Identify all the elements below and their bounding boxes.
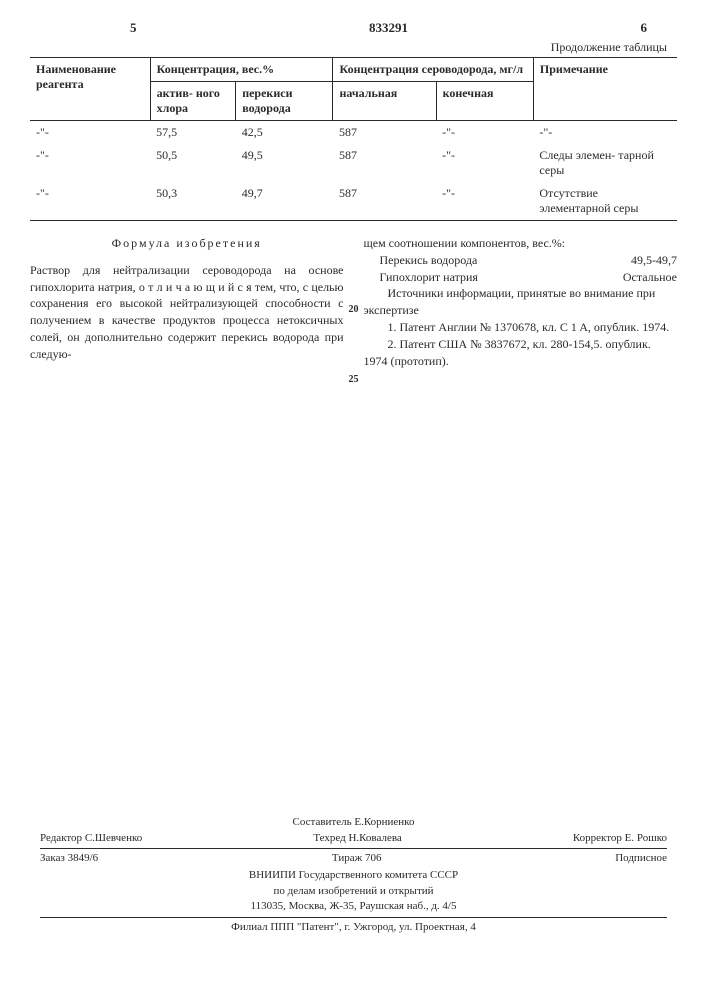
th-h2s: Концентрация сероводорода, мг/л	[333, 58, 533, 82]
doc-number: 833291	[369, 20, 408, 36]
comp2-name: Гипохлорит натрия	[364, 269, 478, 286]
right-column: щем соотношении компонентов, вес.%: Пере…	[364, 235, 678, 369]
address-line: 113035, Москва, Ж-35, Раушская наб., д. …	[40, 899, 667, 917]
ref2: 2. Патент США № 3837672, кл. 280-154,5. …	[364, 336, 678, 370]
corrector-name: Е. Рошко	[625, 832, 667, 844]
cell-note: Отсутствие элементарной серы	[533, 182, 677, 221]
org-line-1: ВНИИПИ Государственного комитета СССР	[40, 868, 667, 883]
comp1-val: 49,5-49,7	[631, 252, 677, 269]
table-continuation: Продолжение таблицы	[30, 40, 677, 55]
formula-title: Формула изобретения	[30, 235, 344, 252]
comp1-name: Перекись водорода	[364, 252, 478, 269]
composer-line: Составитель Е.Корниенко	[40, 815, 667, 830]
cell-note: Следы элемен- тарной серы	[533, 144, 677, 182]
cell-cl: 57,5	[150, 121, 236, 145]
tirage-block: Тираж 706	[332, 851, 382, 866]
order-value: 3849/6	[68, 852, 99, 864]
table-row: -"- 57,5 42,5 587 -"- -"-	[30, 121, 677, 145]
line-marker-20: 20	[349, 303, 359, 317]
col-num-left: 5	[130, 20, 137, 36]
cell-fin: -"-	[436, 121, 533, 145]
order-block: Заказ 3849/6	[40, 851, 98, 866]
footer: Составитель Е.Корниенко Редактор С.Шевче…	[0, 815, 707, 935]
sources-title: Источники информации, принятые во вниман…	[364, 285, 678, 319]
order-line: Заказ 3849/6 Тираж 706 Подписное	[40, 851, 667, 866]
th-conc: Концентрация, вес.%	[150, 58, 333, 82]
ref1: 1. Патент Англии № 1370678, кл. C 1 A, о…	[364, 319, 678, 336]
th-reagent: Наименование реагента	[30, 58, 150, 121]
component-row: Гипохлорит натрия Остальное	[364, 269, 678, 286]
composer-name: Е.Корниенко	[354, 816, 414, 828]
editor-label: Редактор	[40, 832, 82, 844]
cell-fin: -"-	[436, 144, 533, 182]
tirage-value: 706	[365, 852, 382, 864]
credits-line: Редактор С.Шевченко Техред Н.Ковалева Ко…	[40, 831, 667, 849]
techred-block: Техред Н.Ковалева	[313, 831, 401, 846]
corrector-block: Корректор Е. Рошко	[573, 831, 667, 846]
cell-init: 587	[333, 182, 436, 221]
composer-label: Составитель	[293, 816, 352, 828]
editor-name: С.Шевченко	[85, 832, 142, 844]
tirage-label: Тираж	[332, 852, 362, 864]
left-column: Формула изобретения Раствор для нейтрали…	[30, 235, 344, 369]
line-marker-25: 25	[349, 373, 359, 387]
page-header: 5 833291 6	[30, 20, 677, 40]
table-row: -"- 50,3 49,7 587 -"- Отсутствие элемент…	[30, 182, 677, 221]
th-cl: актив- ного хлора	[150, 82, 236, 121]
org-line-2: по делам изобретений и открытий	[40, 884, 667, 899]
table-row: -"- 50,5 49,5 587 -"- Следы элемен- тарн…	[30, 144, 677, 182]
cell-init: 587	[333, 121, 436, 145]
techred-name: Н.Ковалева	[348, 832, 401, 844]
cell-per: 42,5	[236, 121, 333, 145]
subscription: Подписное	[615, 851, 667, 866]
cell-init: 587	[333, 144, 436, 182]
cell-name: -"-	[30, 144, 150, 182]
techred-label: Техред	[313, 832, 345, 844]
col-num-right: 6	[641, 20, 648, 36]
corrector-label: Корректор	[573, 832, 622, 844]
th-fin: конечная	[436, 82, 533, 121]
editor-block: Редактор С.Шевченко	[40, 831, 142, 846]
th-per: перекиси водорода	[236, 82, 333, 121]
cell-per: 49,5	[236, 144, 333, 182]
cell-name: -"-	[30, 121, 150, 145]
cell-per: 49,7	[236, 182, 333, 221]
th-note: Примечание	[533, 58, 677, 121]
order-label: Заказ	[40, 852, 65, 864]
branch-line: Филиал ППП "Патент", г. Ужгород, ул. Про…	[40, 920, 667, 935]
cell-cl: 50,3	[150, 182, 236, 221]
component-row: Перекись водорода 49,5-49,7	[364, 252, 678, 269]
cell-fin: -"-	[436, 182, 533, 221]
comp2-val: Остальное	[623, 269, 677, 286]
cell-cl: 50,5	[150, 144, 236, 182]
cell-name: -"-	[30, 182, 150, 221]
claim-text: Раствор для нейтрализации сероводорода н…	[30, 262, 344, 363]
body-columns: 20 25 Формула изобретения Раствор для не…	[30, 235, 677, 369]
cell-note: -"-	[533, 121, 677, 145]
data-table: Наименование реагента Концентрация, вес.…	[30, 57, 677, 221]
ratio-intro: щем соотношении компонентов, вес.%:	[364, 235, 678, 252]
th-init: начальная	[333, 82, 436, 121]
